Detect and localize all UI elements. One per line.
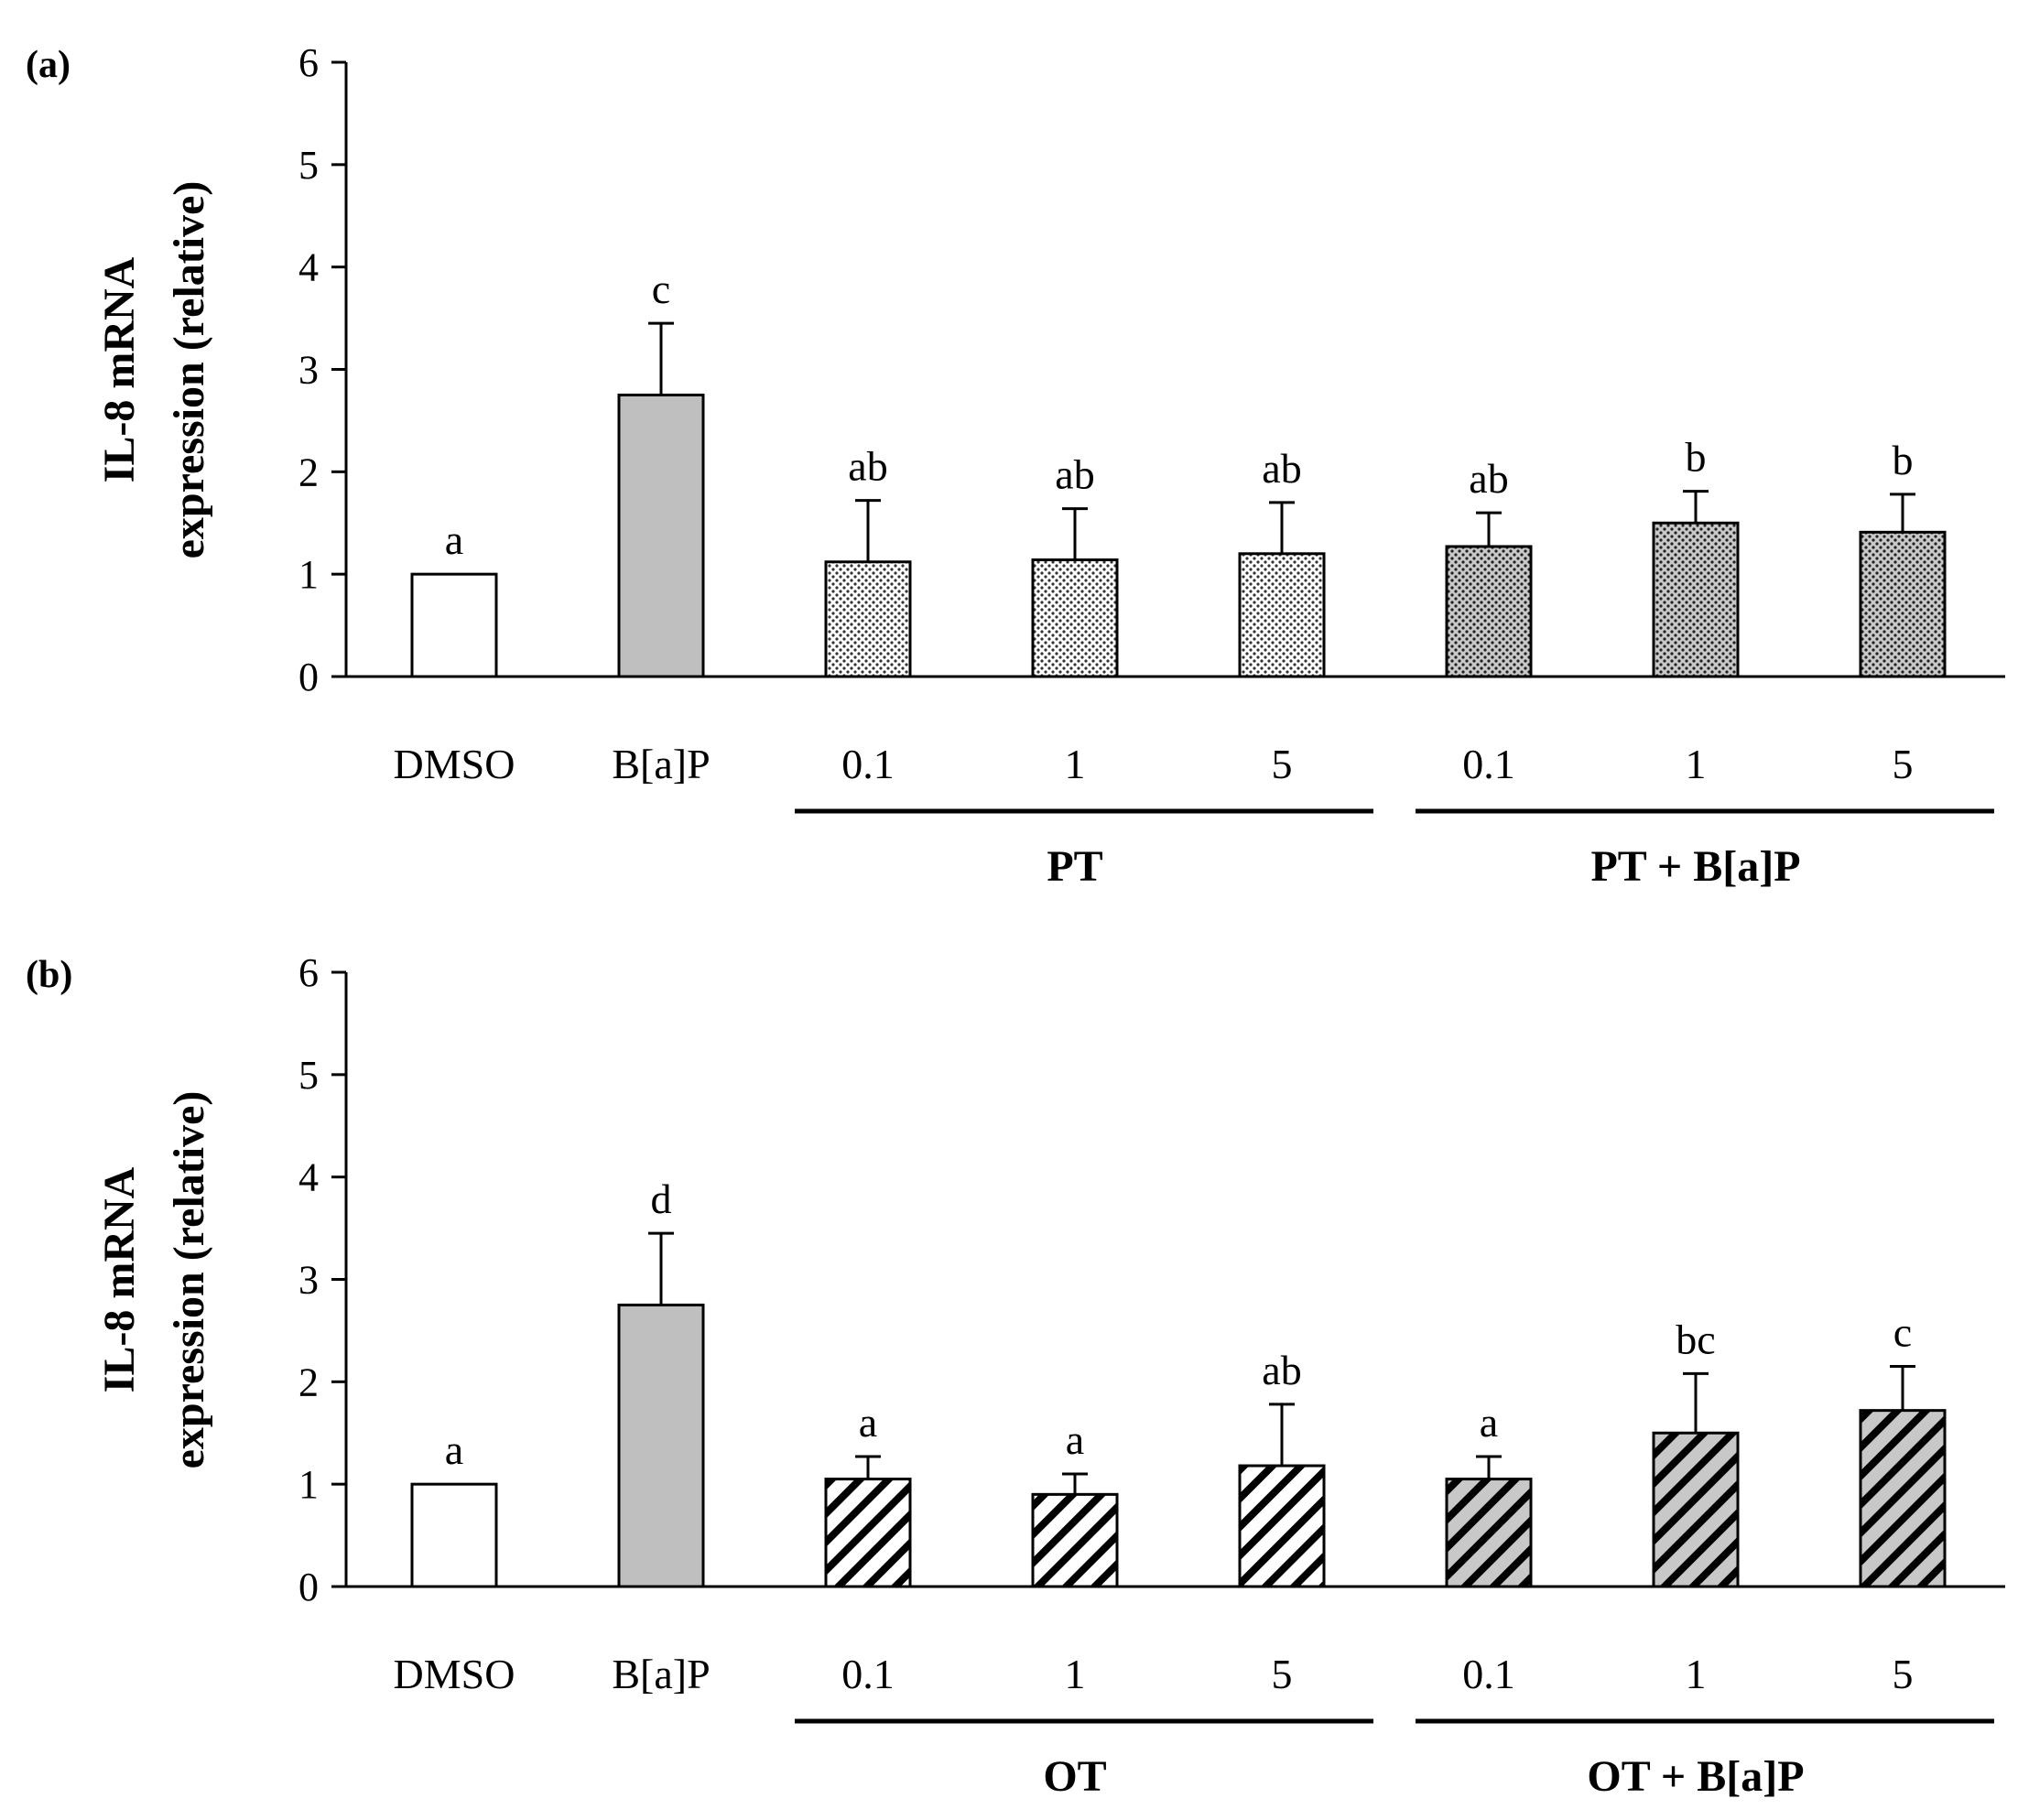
panel-a: (a) IL-8 mRNA expression (relative) 0 1 2 3 4 5 6…: [26, 40, 2005, 891]
y-tick-label: 2: [298, 1360, 319, 1404]
significance-letter: a: [445, 1426, 463, 1473]
significance-letter: ab: [848, 443, 887, 490]
y-tick-label: 6: [298, 40, 319, 85]
significance-letter: ab: [1055, 451, 1094, 498]
bar-2: [617, 1303, 705, 1588]
y-tick-label: 4: [298, 1155, 319, 1200]
group-label: OT + B[a]P: [1587, 1752, 1804, 1801]
significance-letter: ab: [1262, 1347, 1301, 1393]
y-tick-label: 1: [298, 552, 319, 597]
significance-letter: c: [652, 265, 670, 312]
bar-8: [1859, 530, 1947, 678]
chart-b: (b) IL-8 mRNA expression (relative) 0 1 2 3 4 5 6…: [26, 950, 2005, 1801]
panel-label: (a): [26, 44, 71, 86]
significance-letter: b: [1686, 434, 1707, 481]
category-label: DMSO: [394, 1651, 515, 1697]
y-axis-label-line1: IL-8 mRNA: [95, 1166, 144, 1392]
category-label: 0.1: [1462, 741, 1515, 787]
y-tick-label: 4: [298, 245, 319, 290]
bar-1: [410, 1482, 498, 1588]
bar-3: [824, 560, 912, 678]
category-label: 1: [1686, 1651, 1707, 1697]
bar-6: [1445, 545, 1533, 678]
y-tick-label: 2: [298, 450, 319, 494]
panel-b: (b) IL-8 mRNA expression (relative) 0 1 2 3 4 5 6…: [0, 910, 2018, 1820]
bar-4: [1031, 558, 1119, 678]
significance-letter: ab: [1262, 445, 1301, 492]
category-label: 0.1: [1462, 1651, 1515, 1697]
significance-letter: a: [445, 516, 463, 563]
significance-letter: bc: [1676, 1316, 1715, 1362]
group-label: PT: [1047, 842, 1102, 891]
category-label: 0.1: [841, 741, 895, 787]
category-label: 1: [1065, 741, 1086, 787]
group-label: OT: [1043, 1752, 1106, 1801]
category-label: 5: [1893, 1651, 1914, 1697]
significance-letter: a: [1066, 1416, 1084, 1463]
category-label: 5: [1272, 741, 1293, 787]
y-tick-label: 1: [298, 1462, 319, 1507]
category-label: 1: [1686, 741, 1707, 787]
bar-5: [1238, 552, 1326, 678]
significance-letter: d: [651, 1175, 672, 1222]
category-label: B[a]P: [612, 741, 710, 787]
significance-letter: a: [859, 1399, 877, 1446]
bar-7: [1652, 521, 1740, 678]
bar-4: [1031, 1492, 1119, 1588]
y-tick-label: 5: [298, 143, 319, 188]
bar-2: [617, 393, 705, 678]
panel-label: (b): [26, 954, 72, 996]
category-label: 1: [1065, 1651, 1086, 1697]
y-tick-label: 5: [298, 1053, 319, 1098]
significance-letter: c: [1893, 1309, 1912, 1356]
y-tick-label: 0: [298, 655, 319, 699]
significance-letter: a: [1480, 1399, 1498, 1446]
significance-letter: ab: [1469, 455, 1508, 502]
bar-5: [1238, 1464, 1326, 1588]
category-label: DMSO: [394, 741, 515, 787]
bar-7: [1652, 1431, 1740, 1588]
bar-6: [1445, 1478, 1533, 1588]
category-label: 5: [1893, 741, 1914, 787]
y-tick-label: 0: [298, 1565, 319, 1609]
category-label: B[a]P: [612, 1651, 710, 1697]
significance-letter: b: [1893, 437, 1914, 483]
y-axis-label-line1: IL-8 mRNA: [95, 256, 144, 482]
y-axis-label-line2: expression (relative): [165, 181, 213, 559]
y-axis-label-line2: expression (relative): [165, 1091, 213, 1469]
bar-8: [1859, 1409, 1947, 1588]
chart-a: (a) IL-8 mRNA expression (relative) 0 1 2 3 4 5 6…: [26, 40, 2005, 891]
bar-1: [410, 572, 498, 678]
y-tick-label: 3: [298, 1258, 319, 1303]
y-tick-label: 3: [298, 348, 319, 393]
category-label: 0.1: [841, 1651, 895, 1697]
group-label: PT + B[a]P: [1590, 842, 1800, 891]
y-tick-label: 6: [298, 950, 319, 995]
bar-3: [824, 1478, 912, 1588]
category-label: 5: [1272, 1651, 1293, 1697]
